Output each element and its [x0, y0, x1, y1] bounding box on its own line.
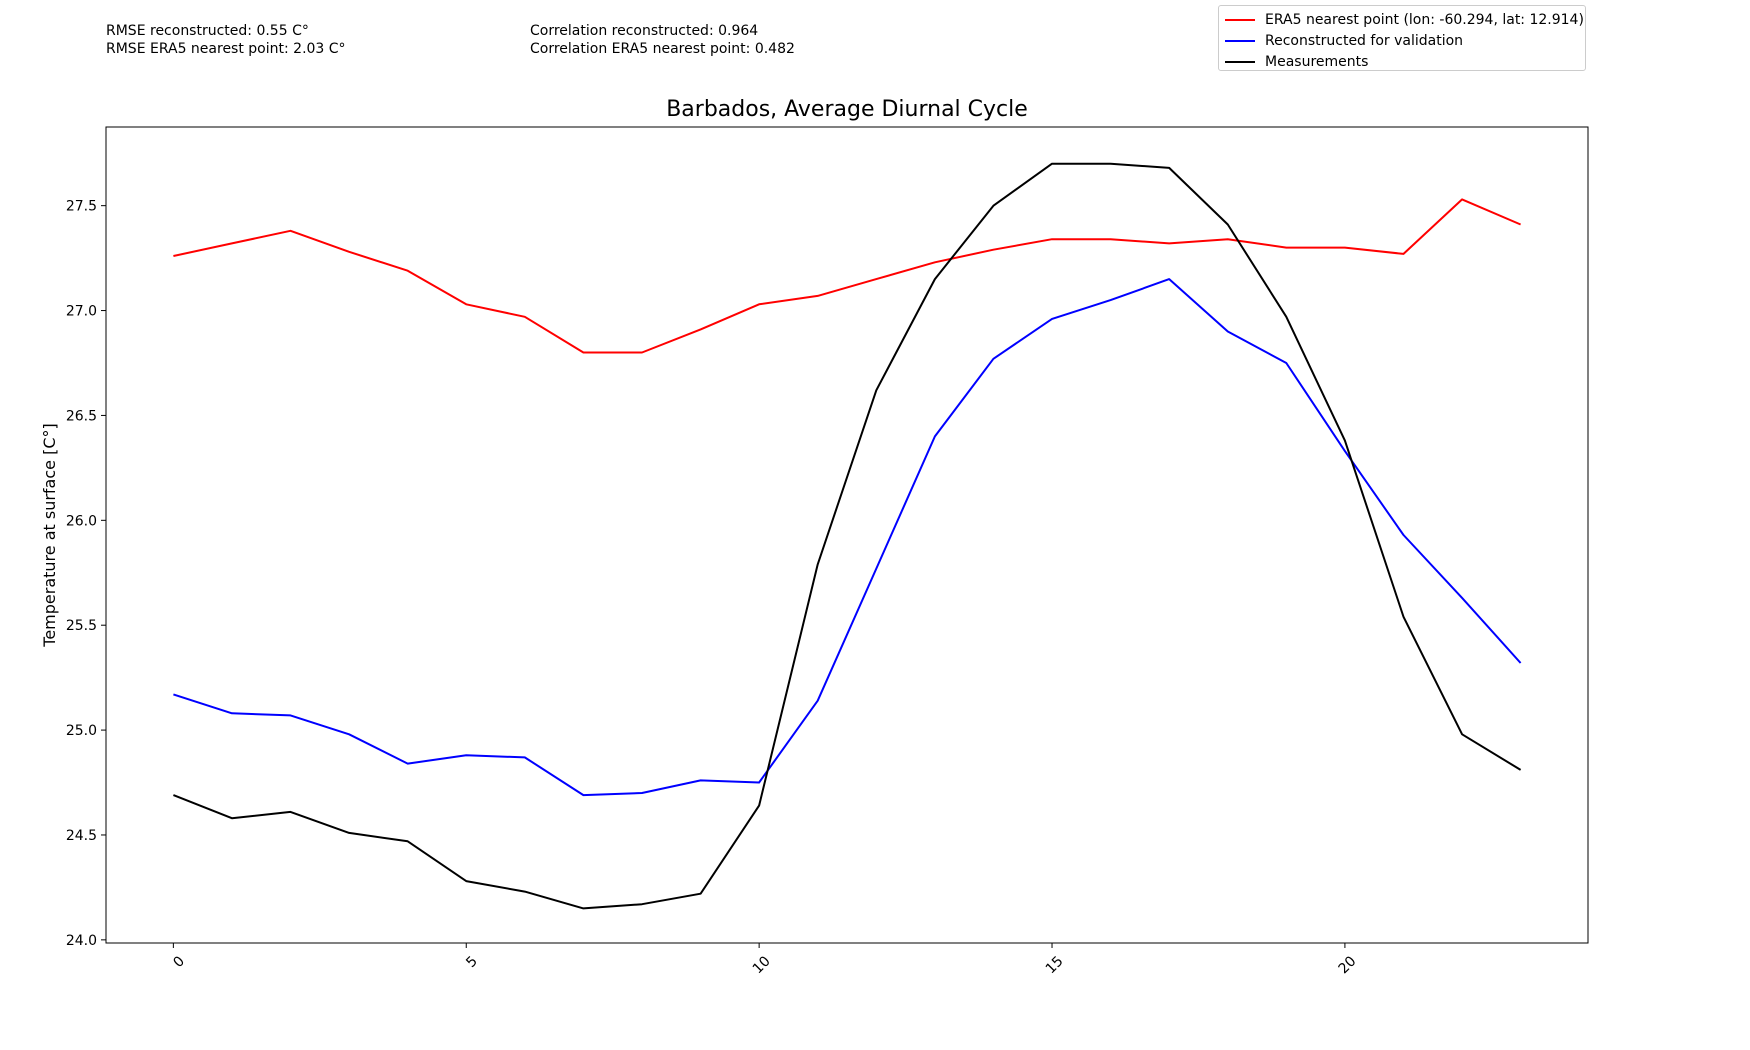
- legend-label-reconstructed: Reconstructed for validation: [1265, 33, 1464, 49]
- y-tick-label-5: 26.5: [66, 408, 97, 424]
- correlation-stats: Correlation reconstructed: 0.964 Correla…: [530, 22, 795, 58]
- chart-title: Barbados, Average Diurnal Cycle: [666, 97, 1028, 122]
- series-layer: [173, 162, 1522, 910]
- legend-item-era5: ERA5 nearest point (lon: -60.294, lat: 1…: [1225, 10, 1584, 30]
- rmse-stats: RMSE reconstructed: 0.55 C° RMSE ERA5 ne…: [106, 22, 346, 58]
- y-tick-label-4: 26.0: [66, 513, 97, 529]
- legend-label-measurements: Measurements: [1265, 54, 1369, 70]
- rmse-era5-text: RMSE ERA5 nearest point: 2.03 C°: [106, 41, 346, 57]
- chart-legend: ERA5 nearest point (lon: -60.294, lat: 1…: [1218, 5, 1586, 71]
- corr-era5-text: Correlation ERA5 nearest point: 0.482: [530, 41, 795, 57]
- axis-layer: 0 5 10 15 20 24.0 24.5 25.0 25.5 26.0 26.5 27.0 27.5: [66, 199, 1360, 978]
- legend-swatch-era5: [1225, 19, 1255, 21]
- y-tick-label-3: 25.5: [66, 618, 97, 634]
- x-tick-label-3: 15: [1043, 953, 1067, 977]
- rmse-reconstructed-text: RMSE reconstructed: 0.55 C°: [106, 23, 309, 39]
- x-tick-label-0: 0: [170, 953, 188, 971]
- legend-item-reconstructed: Reconstructed for validation: [1225, 31, 1463, 51]
- plot-frame: [105, 126, 1589, 944]
- y-tick-label-6: 27.0: [66, 304, 97, 320]
- legend-swatch-reconstructed: [1225, 40, 1255, 42]
- corr-reconstructed-text: Correlation reconstructed: 0.964: [530, 23, 759, 39]
- x-tick-label-2: 10: [750, 953, 774, 977]
- legend-label-era5: ERA5 nearest point (lon: -60.294, lat: 1…: [1265, 12, 1584, 28]
- x-tick-label-4: 20: [1336, 953, 1360, 977]
- series-line-2: [173, 162, 1522, 910]
- y-tick-label-0: 24.0: [66, 933, 97, 949]
- series-line-1: [173, 278, 1522, 797]
- legend-item-measurements: Measurements: [1225, 52, 1368, 72]
- y-tick-label-2: 25.0: [66, 723, 97, 739]
- y-axis-label: Temperature at surface [C°]: [40, 423, 59, 647]
- y-tick-label-7: 27.5: [66, 199, 97, 215]
- x-tick-label-1: 5: [463, 953, 481, 971]
- series-line-0: [173, 198, 1521, 354]
- legend-swatch-measurements: [1225, 61, 1255, 63]
- y-tick-label-1: 24.5: [66, 828, 97, 844]
